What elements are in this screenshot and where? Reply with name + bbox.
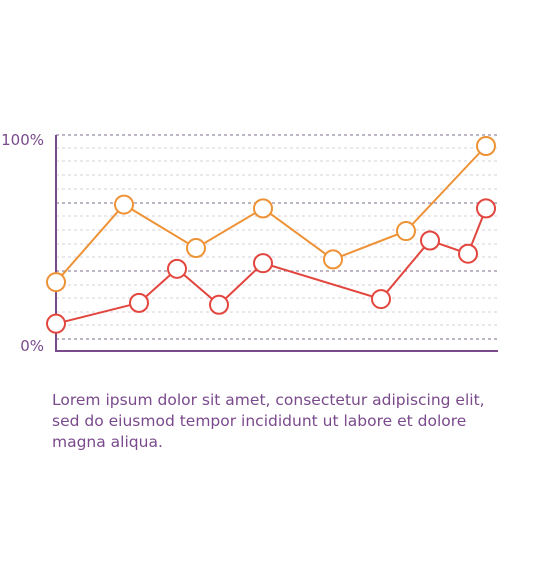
data-point: [458, 243, 478, 264]
data-point: [420, 230, 440, 251]
grid-lines: [56, 134, 498, 340]
data-point: [186, 238, 206, 259]
data-point: [476, 136, 496, 156]
data-point: [253, 253, 273, 274]
data-point: [114, 194, 134, 215]
series-2: [46, 198, 496, 334]
data-point: [476, 198, 496, 219]
line-chart: 100% 0%: [1, 131, 498, 355]
y-tick-label-bottom: 0%: [20, 337, 44, 355]
chart-caption: Lorem ipsum dolor sit amet, consectetur …: [52, 391, 485, 451]
data-point: [46, 313, 66, 334]
series-group: [46, 136, 496, 334]
y-tick-label-top: 100%: [1, 131, 44, 149]
data-point: [323, 249, 343, 270]
data-point: [396, 221, 416, 242]
data-point: [371, 289, 391, 310]
data-point: [253, 198, 273, 219]
series-1: [46, 136, 496, 293]
data-point: [46, 272, 66, 293]
data-point: [167, 258, 187, 279]
data-point: [209, 294, 229, 315]
data-point: [129, 292, 149, 313]
